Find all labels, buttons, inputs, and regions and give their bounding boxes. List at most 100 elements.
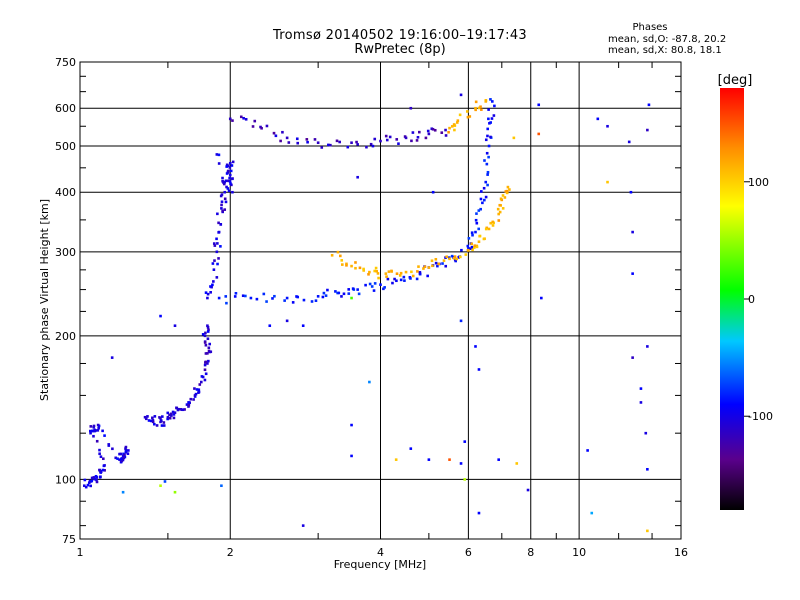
trace-point [487, 155, 490, 159]
trace-point [415, 277, 419, 281]
trace-point [474, 230, 477, 234]
noise-point [350, 423, 353, 427]
trace-point [220, 203, 223, 207]
y-tick-label: 400 [55, 186, 76, 199]
trace-point [265, 300, 268, 303]
trace-point [427, 266, 431, 269]
trace-point [114, 456, 118, 460]
trace-point [118, 452, 121, 456]
trace-point [153, 422, 156, 426]
trace-point [203, 341, 207, 344]
trace-point [168, 413, 171, 417]
y-tick-label: 200 [55, 330, 76, 343]
trace-point [447, 130, 450, 134]
trace-point [127, 449, 130, 452]
trace-point [383, 286, 386, 289]
trace-point [479, 105, 482, 109]
trace-point [221, 179, 224, 183]
trace-point [341, 263, 344, 266]
trace-point [162, 421, 166, 424]
trace-point [166, 417, 169, 421]
trace-point [192, 398, 195, 401]
x-tick-label: 2 [227, 546, 234, 559]
trace-point [335, 139, 339, 143]
trace-point [471, 233, 474, 237]
trace-point [501, 194, 505, 197]
trace-point [356, 288, 359, 291]
noise-point [173, 490, 177, 494]
trace-point [162, 424, 166, 427]
trace-point [399, 278, 403, 282]
trace-point [187, 405, 190, 408]
trace-point [403, 279, 406, 282]
noise-point [606, 124, 609, 128]
trace-point [217, 296, 221, 300]
x-tick-label: 8 [527, 546, 534, 559]
trace-point [90, 476, 94, 480]
trace-point [204, 291, 208, 294]
trace-point [457, 256, 461, 259]
trace-point [211, 262, 215, 265]
trace-point [265, 124, 269, 128]
trace-point [330, 253, 334, 257]
trace-point [473, 244, 477, 247]
trace-point [225, 163, 229, 167]
trace-point [95, 480, 99, 484]
trace-point [424, 136, 428, 140]
trace-point [216, 242, 219, 245]
trace-point [223, 208, 227, 211]
trace-point [358, 266, 362, 270]
trace-point [103, 434, 106, 437]
trace-point [350, 264, 353, 268]
trace-point [217, 162, 221, 165]
trace-point [197, 391, 200, 394]
trace-point [101, 468, 105, 472]
trace-point [467, 237, 471, 240]
trace-point [426, 274, 429, 278]
trace-point [220, 193, 224, 196]
trace-point [295, 137, 299, 141]
trace-point [334, 290, 337, 293]
trace-point [98, 448, 101, 452]
trace-point [460, 248, 463, 252]
noise-point [606, 180, 609, 184]
trace-point [372, 289, 376, 292]
trace-point [453, 255, 457, 258]
trace-point [93, 477, 96, 481]
trace-point [273, 294, 276, 298]
trace-point [458, 113, 462, 117]
trace-point [489, 121, 492, 124]
x-tick-label: 6 [465, 546, 472, 559]
trace-point [339, 254, 342, 258]
trace-point [207, 359, 210, 363]
trace-point [410, 270, 413, 274]
noise-point [163, 480, 167, 483]
noise-point [526, 488, 530, 492]
trace-point [357, 292, 361, 296]
trace-point [491, 100, 494, 103]
trace-point [370, 285, 374, 288]
trace-point [373, 137, 377, 141]
trace-point [364, 283, 367, 287]
trace-point [119, 460, 123, 464]
trace-point [208, 342, 212, 346]
trace-point [170, 414, 173, 417]
trace-point [198, 383, 202, 386]
trace-point [431, 127, 435, 131]
trace-point [367, 272, 370, 276]
trace-point [404, 136, 408, 140]
trace-point [484, 180, 488, 184]
trace-point [499, 197, 503, 201]
trace-point [496, 207, 500, 211]
trace-point [185, 403, 189, 406]
trace-point [215, 237, 218, 241]
trace-point [99, 471, 103, 474]
trace-point [207, 346, 211, 350]
trace-point [441, 262, 444, 265]
trace-point [230, 164, 234, 167]
trace-point [158, 416, 161, 419]
trace-point [221, 176, 224, 180]
trace-point [187, 401, 191, 404]
trace-point [228, 161, 232, 165]
trace-point [206, 337, 210, 341]
